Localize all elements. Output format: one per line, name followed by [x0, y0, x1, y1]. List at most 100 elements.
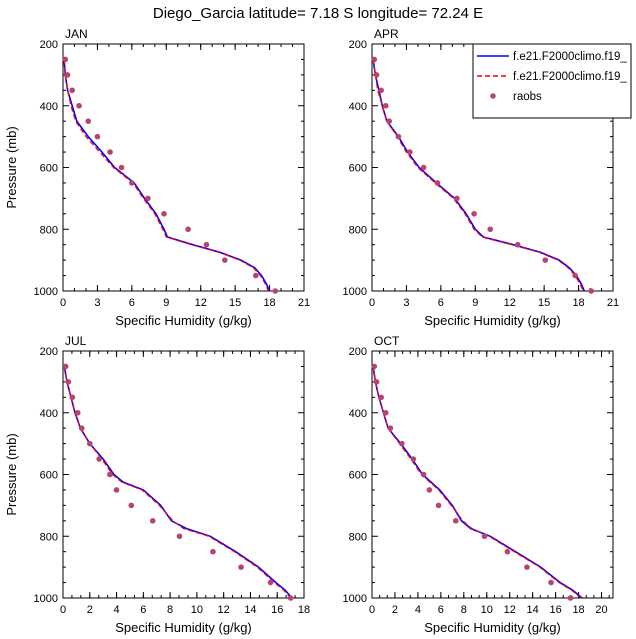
y-tick-label: 400 — [40, 408, 58, 420]
y-tick-label: 1000 — [343, 286, 367, 298]
raobs-point — [399, 440, 405, 447]
raobs-point — [378, 394, 384, 401]
raobs-point — [382, 102, 389, 109]
x-tick-label: 21 — [298, 297, 310, 309]
legend: f.e21.F2000climo.f19_ f.e21.F2000climo.f1… — [472, 43, 632, 119]
raobs-point — [407, 149, 413, 155]
plot-frame — [62, 350, 305, 599]
model-line-dashed — [372, 59, 584, 292]
raobs-point — [128, 502, 135, 509]
raobs-point — [548, 579, 554, 586]
x-tick-label: 10 — [481, 604, 493, 616]
raobs-point — [382, 409, 389, 416]
x-tick-label: 9 — [472, 297, 478, 309]
x-tick-label: 9 — [163, 297, 169, 309]
raobs-point — [85, 118, 92, 124]
y-tick-label: 1000 — [343, 593, 367, 605]
raobs-point — [371, 56, 378, 63]
x-tick-label: 4 — [113, 604, 119, 616]
y-tick-label: 800 — [40, 531, 58, 543]
y-tick-label: 1000 — [34, 593, 58, 605]
legend-marker — [490, 93, 496, 99]
chart-panel-apr: 0 3 6 9 12 15 18 21 200 400 600 800 1000 APR Specific … — [343, 27, 620, 328]
x-tick-label: 6 — [140, 604, 146, 616]
x-tick-label: 3 — [94, 297, 100, 309]
raobs-point — [267, 579, 274, 586]
raobs-point — [371, 363, 378, 370]
raobs-point — [118, 164, 125, 171]
x-tick-label: 0 — [369, 297, 375, 309]
x-tick-label: 14 — [527, 604, 539, 616]
x-tick-label: 2 — [392, 604, 398, 616]
y-tick-label: 600 — [349, 163, 367, 175]
plot-frame — [371, 350, 614, 599]
x-tick-label: 4 — [415, 604, 421, 616]
raobs-point — [572, 272, 578, 279]
raobs-point — [373, 379, 380, 385]
model-line-dashed — [372, 366, 582, 599]
x-tick-label: 3 — [403, 297, 409, 309]
x-tick-label: 18 — [298, 604, 310, 616]
raobs-point — [129, 180, 135, 186]
raobs-point — [74, 409, 81, 416]
raobs-point — [96, 456, 102, 462]
raobs-point — [86, 440, 93, 447]
panel-label: JAN — [65, 27, 88, 41]
y-tick-label: 200 — [349, 346, 367, 358]
x-tick-label: 18 — [263, 297, 275, 309]
y-tick-label: 800 — [349, 224, 367, 236]
raobs-point — [176, 533, 183, 540]
raobs-point — [64, 72, 71, 78]
raobs-point — [471, 211, 477, 217]
model-line-solid — [372, 366, 583, 599]
raobs-point — [504, 548, 511, 555]
x-tick-label: 18 — [572, 604, 584, 616]
y-tick-label: 200 — [40, 346, 58, 358]
panel-label: APR — [374, 27, 399, 41]
raobs-point — [113, 487, 120, 493]
chart-panel-oct: 0 2 4 6 8 10 12 14 16 18 20 200 400 600 800 1000 OCT Spec… — [343, 334, 614, 635]
legend-label: f.e21.F2000climo.f19_ — [513, 51, 627, 63]
x-tick-label: 12 — [195, 297, 207, 309]
x-axis-label: Specific Humidity (g/kg) — [424, 313, 561, 328]
y-tick-label: 1000 — [34, 286, 58, 298]
x-tick-label: 20 — [595, 604, 607, 616]
raobs-point — [161, 211, 167, 217]
raobs-point — [434, 180, 441, 186]
x-axis-label: Specific Humidity (g/kg) — [115, 620, 252, 635]
raobs-point — [395, 133, 402, 140]
figure-title: Diego_Garcia latitude= 7.18 S longitude=… — [153, 5, 483, 22]
x-tick-label: 0 — [60, 604, 66, 616]
y-tick-label: 200 — [349, 39, 367, 51]
chart-panel-jul: 0 2 4 6 8 10 12 14 16 18 200 400 600 800 1000 JUL Specif… — [4, 334, 310, 635]
raobs-point — [514, 241, 521, 248]
x-tick-label: 16 — [271, 604, 283, 616]
panel-label: JUL — [65, 334, 87, 348]
raobs-point — [145, 195, 151, 202]
raobs-point — [253, 272, 259, 279]
model-line-solid — [63, 366, 293, 599]
raobs-point — [567, 595, 574, 601]
x-tick-label: 16 — [549, 604, 561, 616]
model-line-dashed — [63, 366, 292, 599]
raobs-point — [107, 149, 113, 155]
y-axis-label: Pressure (mb) — [4, 126, 19, 208]
chart-panels: 0 3 6 9 12 15 18 212004006008001000JANSpecific … — [4, 27, 619, 635]
raobs-point — [185, 226, 191, 233]
raobs-point — [149, 518, 156, 524]
x-tick-label: 6 — [438, 297, 444, 309]
raobs-point — [107, 471, 113, 478]
x-tick-label: 8 — [167, 604, 173, 616]
chart-panel-jan: 0 3 6 9 12 15 18 21 200 400 600 800 1000 JAN Specific … — [4, 27, 310, 328]
y-tick-label: 400 — [349, 408, 367, 420]
panel-label: OCT — [374, 334, 400, 348]
y-tick-label: 800 — [349, 531, 367, 543]
x-tick-label: 6 — [438, 604, 444, 616]
raobs-point — [65, 379, 72, 385]
raobs-point — [487, 226, 494, 233]
raobs-point — [69, 394, 76, 401]
raobs-point — [410, 456, 417, 462]
raobs-point — [524, 564, 530, 570]
x-tick-label: 0 — [369, 604, 375, 616]
raobs-point — [222, 257, 228, 263]
